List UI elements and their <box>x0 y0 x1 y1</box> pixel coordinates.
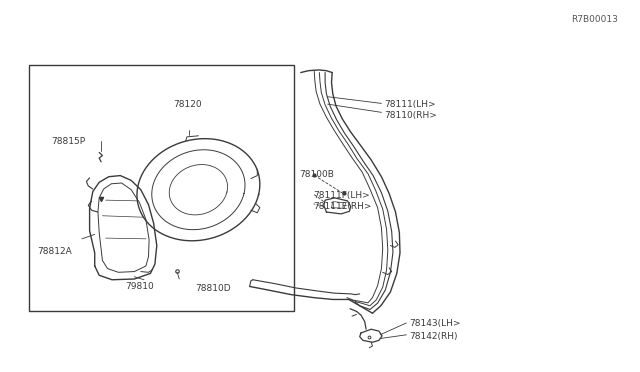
Bar <box>29 65 294 311</box>
Text: 78111(LH>: 78111(LH> <box>384 100 436 109</box>
Text: 78110(RH>: 78110(RH> <box>384 111 437 120</box>
Text: 78812A: 78812A <box>37 247 72 256</box>
Text: 78111F(LH>: 78111F(LH> <box>314 191 371 200</box>
Text: 78111E(RH>: 78111E(RH> <box>314 202 372 211</box>
Text: 78100B: 78100B <box>300 170 334 179</box>
Text: 78810D: 78810D <box>195 284 231 293</box>
Text: 78120: 78120 <box>173 100 202 109</box>
Text: 78142(RH): 78142(RH) <box>410 332 458 341</box>
Text: R7B00013: R7B00013 <box>571 15 618 24</box>
Text: 79810: 79810 <box>125 282 154 291</box>
Text: 78143(LH>: 78143(LH> <box>410 319 461 328</box>
Text: 78815P: 78815P <box>51 137 85 146</box>
